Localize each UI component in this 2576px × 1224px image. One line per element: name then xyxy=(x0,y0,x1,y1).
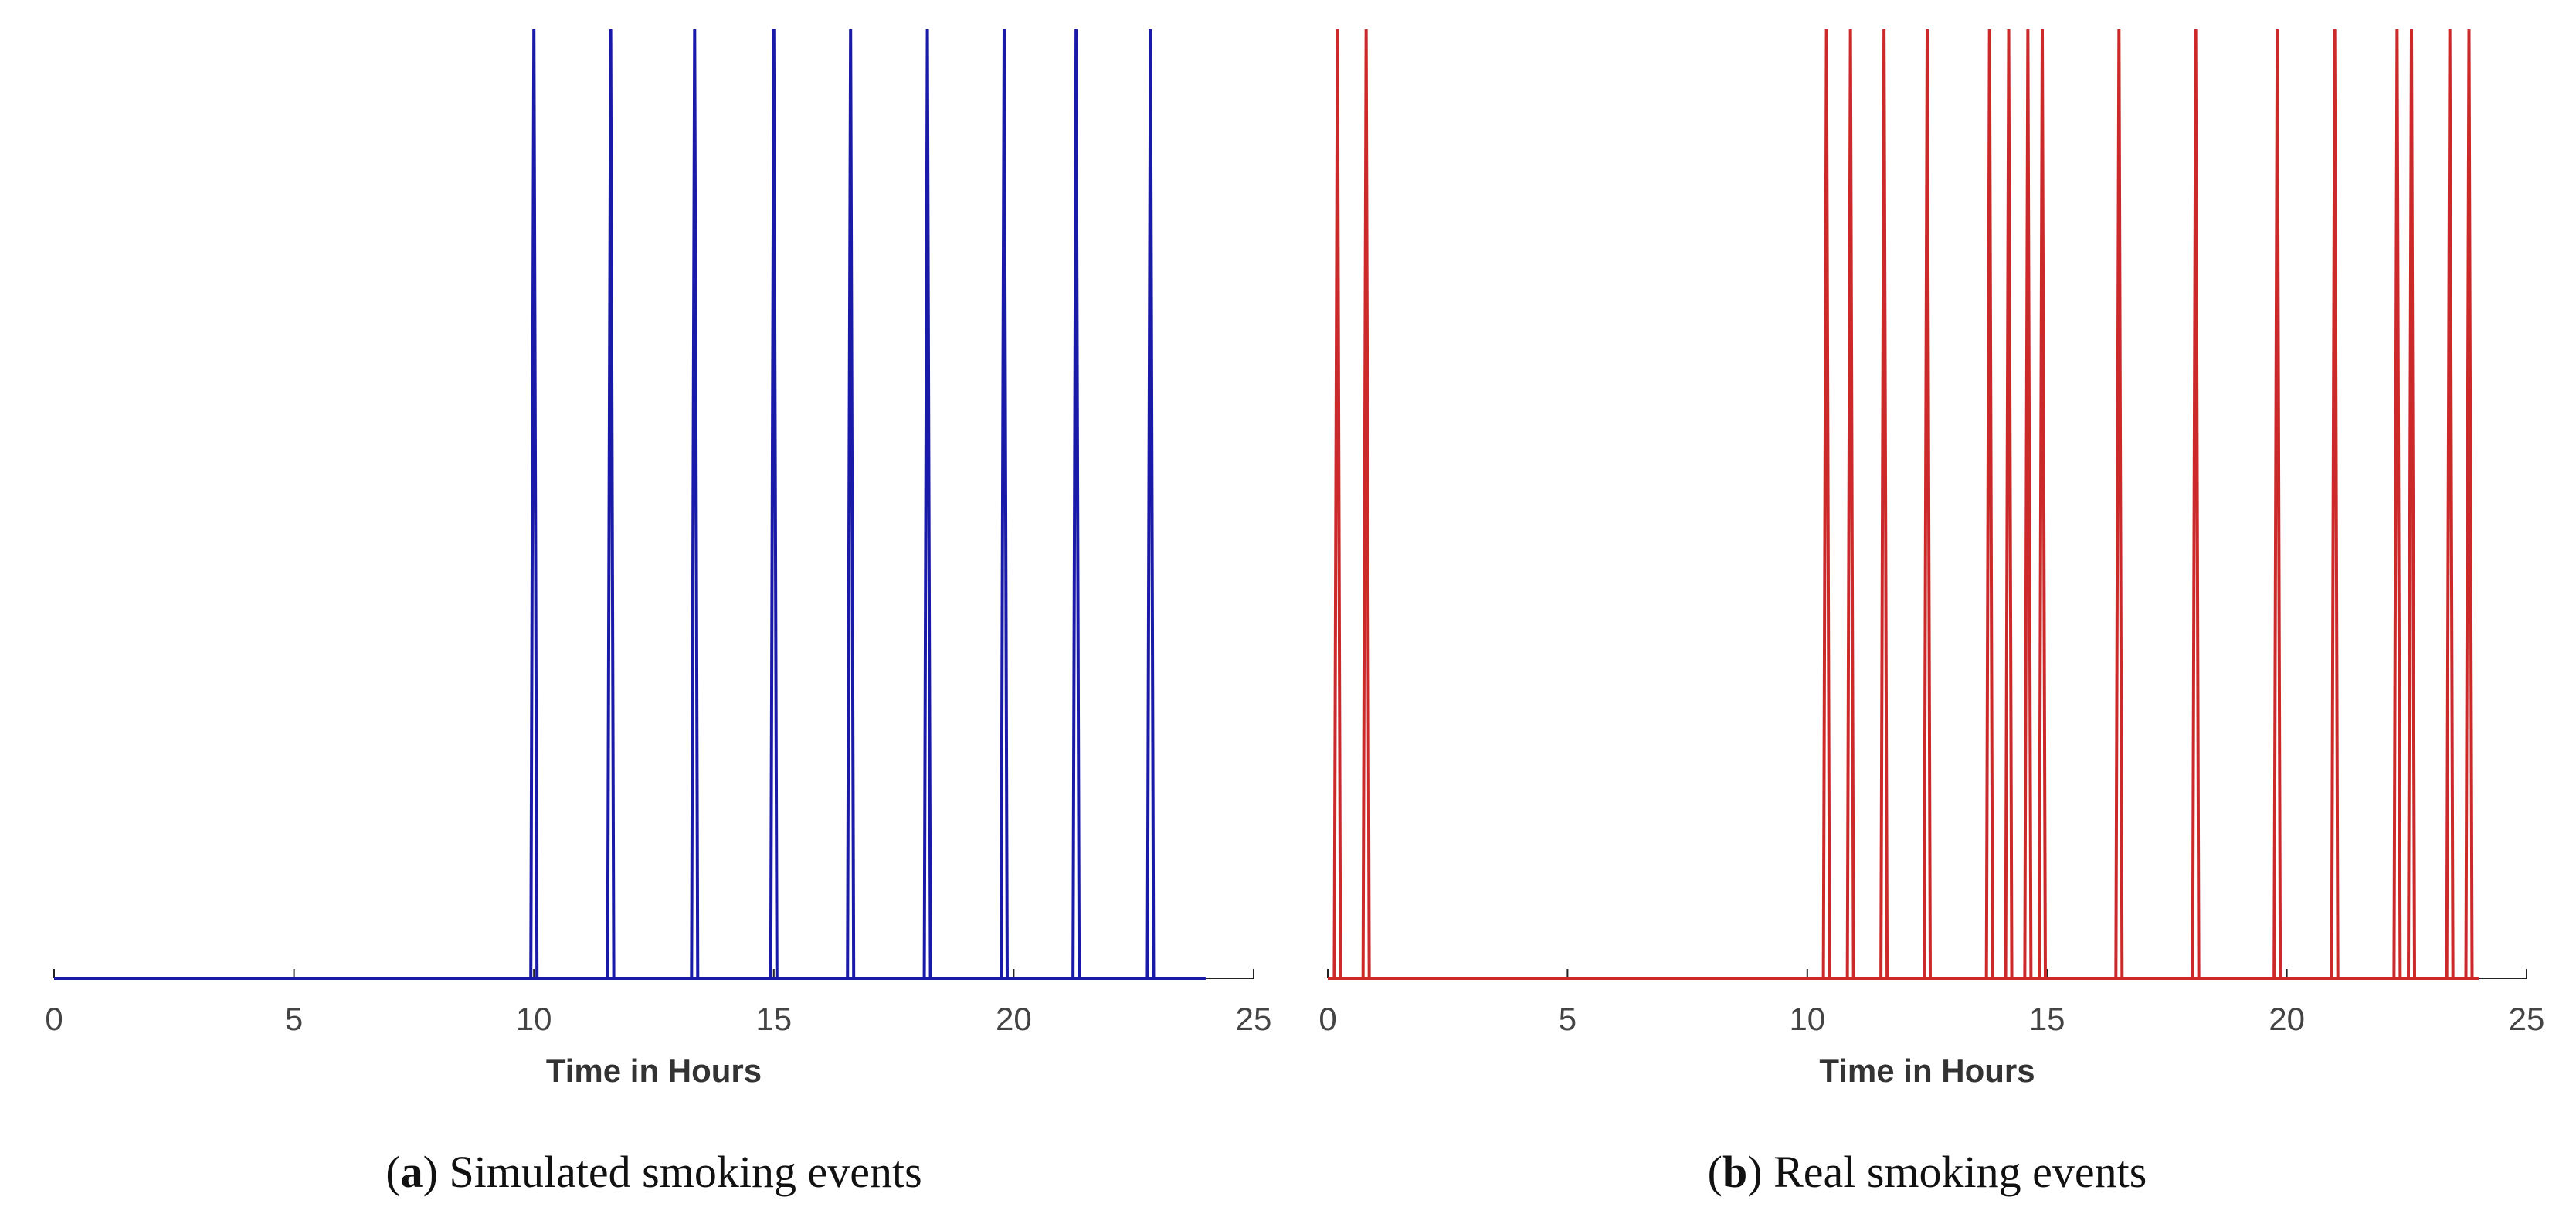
spike xyxy=(2330,29,2340,979)
spike xyxy=(2272,29,2282,979)
spike xyxy=(999,29,1009,979)
spike xyxy=(2392,29,2402,979)
spike xyxy=(1145,29,1156,979)
caption-part: ( xyxy=(385,1147,400,1197)
caption-part: ) Simulated smoking events xyxy=(423,1147,922,1197)
spike xyxy=(1984,29,1994,979)
x-tick-label: 20 xyxy=(2269,1001,2305,1037)
spike xyxy=(2114,29,2124,979)
spike xyxy=(2445,29,2455,979)
spike xyxy=(2023,29,2033,979)
x-axis-label: Time in Hours xyxy=(1819,1052,2035,1089)
spike xyxy=(2191,29,2201,979)
spike xyxy=(2464,29,2474,979)
spike xyxy=(769,29,779,979)
x-tick-label: 15 xyxy=(2029,1001,2065,1037)
x-tick-label: 5 xyxy=(1559,1001,1576,1037)
x-tick-label: 20 xyxy=(996,1001,1032,1037)
x-tick-label: 25 xyxy=(1236,1001,1272,1037)
spike xyxy=(2037,29,2047,979)
spike xyxy=(1071,29,1081,979)
x-tick-label: 15 xyxy=(755,1001,792,1037)
spike xyxy=(1845,29,1855,979)
spike xyxy=(690,29,700,979)
x-axis-label: Time in Hours xyxy=(546,1052,762,1089)
spike xyxy=(2407,29,2417,979)
caption-part: b xyxy=(1722,1147,1747,1197)
x-tick-label: 25 xyxy=(2509,1001,2545,1037)
x-tick-label: 5 xyxy=(285,1001,303,1037)
caption-part: ) Real smoking events xyxy=(1747,1147,2147,1197)
x-tick-label: 10 xyxy=(516,1001,552,1037)
spike xyxy=(1332,29,1342,979)
spike xyxy=(529,29,539,979)
spike xyxy=(1361,29,1371,979)
caption-part: a xyxy=(401,1147,423,1197)
spike xyxy=(922,29,932,979)
spike xyxy=(1821,29,1831,979)
x-tick-label: 0 xyxy=(45,1001,63,1037)
caption: (a) Simulated smoking events xyxy=(385,1147,921,1197)
x-tick-label: 10 xyxy=(1789,1001,1825,1037)
spike xyxy=(2004,29,2014,979)
x-tick-label: 0 xyxy=(1319,1001,1336,1037)
spike xyxy=(1879,29,1889,979)
spike xyxy=(1923,29,1932,979)
caption-part: ( xyxy=(1708,1147,1722,1197)
spike xyxy=(846,29,856,979)
spike xyxy=(606,29,616,979)
caption: (b) Real smoking events xyxy=(1708,1147,2147,1197)
